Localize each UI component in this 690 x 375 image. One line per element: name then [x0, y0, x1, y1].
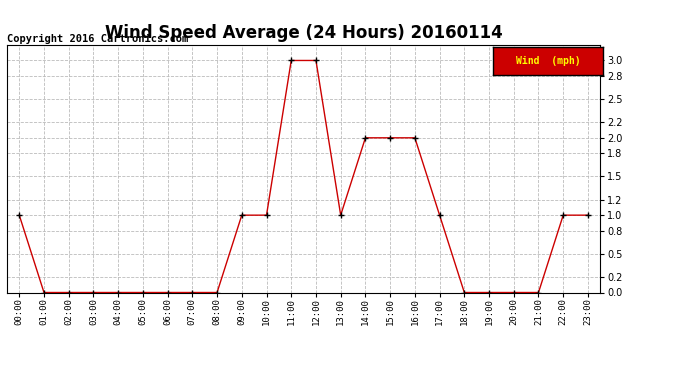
- Title: Wind Speed Average (24 Hours) 20160114: Wind Speed Average (24 Hours) 20160114: [105, 24, 502, 42]
- Text: Copyright 2016 Cartronics.com: Copyright 2016 Cartronics.com: [7, 34, 188, 44]
